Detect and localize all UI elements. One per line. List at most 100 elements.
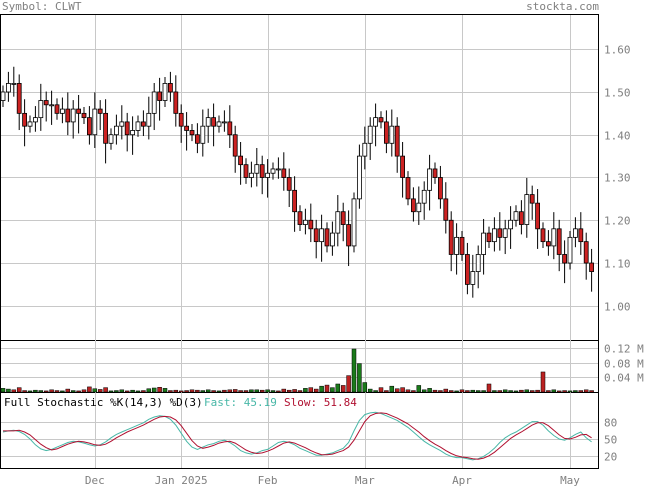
- volume-bar: [54, 390, 60, 393]
- stochastic-tick-label: 50: [604, 434, 617, 447]
- candle-up: [335, 211, 341, 234]
- candle-down: [432, 168, 438, 178]
- volume-bar: [49, 389, 54, 393]
- candle-up: [470, 271, 476, 285]
- candle-down: [103, 112, 108, 144]
- candle-down: [340, 211, 346, 225]
- candle-down: [405, 177, 411, 200]
- stochastic-slow-line: [3, 412, 592, 460]
- candle-down: [459, 236, 465, 255]
- candle-down: [238, 155, 244, 166]
- volume-bar: [259, 389, 265, 393]
- volume-bar: [168, 390, 173, 393]
- candle-down: [529, 194, 535, 204]
- volume-bar: [146, 388, 152, 393]
- volume-bar: [524, 389, 530, 393]
- volume-bar: [508, 390, 513, 393]
- volume-bar: [297, 390, 303, 393]
- candle-down: [292, 189, 298, 213]
- candle-down: [211, 117, 217, 127]
- candle-up: [248, 172, 254, 178]
- volume-bar: [432, 389, 438, 393]
- candle-up: [270, 168, 276, 174]
- volume-bar: [286, 389, 292, 393]
- price-tick-label: 1.00: [604, 301, 631, 314]
- candle-down: [346, 224, 352, 247]
- candle-up: [421, 189, 427, 204]
- volume-bar: [65, 388, 71, 393]
- symbol-label: Symbol: CLWT: [2, 0, 82, 13]
- candle-up: [216, 121, 222, 127]
- volume-bar: [573, 390, 578, 393]
- volume-bar: [276, 390, 281, 393]
- volume-bar: [292, 389, 297, 393]
- volume-bar: [157, 387, 162, 393]
- candle-down: [16, 83, 22, 114]
- axis-labels: Dec Jan 2025 Feb Mar Apr May 1.00 1.10 1.20 1.30 1…: [85, 44, 644, 488]
- volume-bar: [108, 390, 114, 393]
- candle-down: [81, 112, 87, 119]
- volume-bar: [254, 389, 260, 393]
- volume-bar: [135, 390, 141, 393]
- candle-up: [475, 254, 481, 272]
- volume-bar: [378, 387, 384, 393]
- candle-down: [184, 125, 190, 131]
- volume-bar: [562, 390, 567, 393]
- candle-up: [108, 134, 114, 144]
- volume-bar: [313, 388, 319, 393]
- candle-up: [11, 83, 17, 85]
- volume-bar: [243, 390, 249, 393]
- candle-down: [583, 241, 589, 264]
- volume-bar: [486, 383, 492, 393]
- volume-bar: [216, 390, 222, 393]
- volume-bar: [319, 385, 324, 393]
- candle-up: [481, 232, 487, 255]
- volume-bar: [227, 389, 233, 393]
- candle-up: [33, 117, 38, 123]
- candle-down: [394, 125, 400, 157]
- volume-bar: [583, 389, 589, 393]
- volume-bar: [475, 390, 481, 393]
- candle-down: [259, 164, 265, 178]
- volume-bar: [27, 390, 33, 393]
- volume-bar: [97, 389, 103, 393]
- volume-tick-label: 0.08 M: [604, 358, 644, 371]
- volume-bar: [367, 388, 373, 393]
- candle-down: [281, 168, 287, 178]
- candle-up: [205, 117, 211, 127]
- volume-bar: [114, 390, 119, 393]
- volume-bar: [232, 389, 238, 393]
- candle-up: [508, 219, 514, 230]
- volume-bar: [16, 387, 22, 393]
- volume-bar: [119, 389, 125, 393]
- volume-bar: [416, 385, 422, 393]
- candle-down: [173, 91, 179, 114]
- volume-bar: [513, 390, 519, 393]
- candle-up: [491, 228, 497, 243]
- stochastic-tick-label: 80: [604, 417, 617, 430]
- candle-up: [329, 232, 335, 247]
- volume-bar: [330, 387, 335, 393]
- volume-bar: [481, 390, 486, 393]
- candle-up: [319, 228, 325, 243]
- volume-bar: [556, 390, 562, 393]
- volume-bar: [324, 384, 330, 393]
- volume-bar: [448, 390, 454, 393]
- candle-up: [502, 228, 508, 238]
- candle-down: [22, 112, 28, 127]
- volume-bar: [389, 385, 395, 393]
- volume-bar: [151, 387, 157, 393]
- candle-down: [519, 211, 524, 225]
- candle-down: [448, 219, 454, 255]
- candle-up: [151, 91, 157, 114]
- volume-bar: [308, 387, 314, 393]
- volume-bar: [211, 390, 216, 393]
- volume-bar: [76, 390, 81, 393]
- candle-up: [275, 168, 281, 171]
- candle-down: [227, 121, 233, 136]
- volume-bar: [303, 388, 308, 393]
- candle-down: [54, 104, 60, 114]
- volume-bar: [178, 390, 184, 393]
- candle-up: [427, 168, 433, 191]
